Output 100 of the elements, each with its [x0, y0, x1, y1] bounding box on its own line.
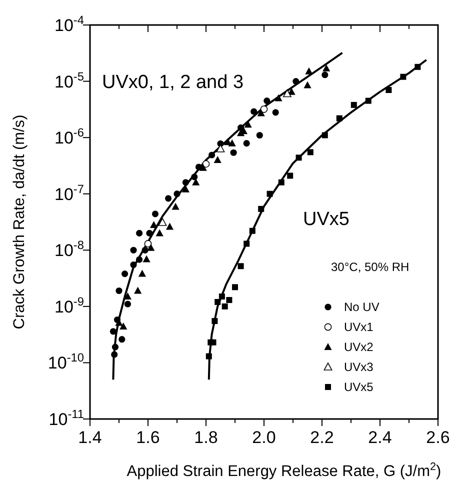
point: [110, 328, 116, 335]
point: [146, 230, 153, 236]
point: [266, 190, 273, 197]
point: [120, 322, 128, 330]
y-tick-label: 10$^{-9}$: [54, 294, 84, 316]
point: [191, 174, 198, 180]
point: [304, 81, 312, 88]
point: [124, 300, 131, 308]
point: [228, 139, 236, 146]
point: [243, 140, 250, 147]
point: [210, 339, 216, 346]
point: [244, 120, 252, 128]
point: [172, 202, 180, 210]
legend-label: UVx2: [344, 340, 374, 354]
point: [199, 164, 207, 171]
point: [116, 287, 122, 294]
point: [158, 218, 167, 226]
point: [230, 149, 237, 156]
point: [400, 74, 406, 80]
point: [174, 190, 180, 198]
point: [144, 240, 152, 248]
point: [296, 154, 302, 161]
x-tick-label: 1.8: [194, 428, 218, 447]
annotation: UVx5: [303, 209, 350, 230]
point: [122, 270, 128, 278]
point: [147, 244, 155, 251]
point: [250, 108, 258, 115]
x-tick-label: 2.2: [310, 428, 334, 447]
legend-label: UVx5: [344, 380, 374, 394]
point: [142, 255, 150, 262]
point: [258, 206, 264, 212]
x-tick-label: 2.6: [426, 428, 450, 447]
point: [218, 294, 225, 300]
point: [274, 94, 282, 102]
annotation: UVx0, 1, 2 and 3: [102, 72, 244, 93]
point: [214, 156, 222, 163]
legend-label: UVx3: [344, 360, 374, 374]
point: [287, 172, 294, 179]
point: [226, 297, 232, 304]
y-tick-label: 10$^{-7}$: [54, 182, 84, 204]
point: [414, 64, 421, 70]
point: [182, 185, 190, 192]
point: [136, 230, 143, 236]
point: [112, 344, 119, 350]
point: [212, 318, 218, 324]
point: [238, 263, 244, 270]
y-axis-title: Crack Growth Rate, da/dt (m/s): [11, 114, 28, 330]
point: [130, 246, 137, 254]
point: [260, 105, 268, 113]
point: [150, 220, 158, 228]
point: [305, 67, 313, 74]
point: [256, 132, 263, 139]
point: [264, 98, 270, 104]
legend-label: UVx1: [344, 320, 374, 334]
x-axis-title: Applied Strain Energy Release Rate, G (J/m$^{2}$): [126, 461, 442, 480]
point: [152, 210, 159, 218]
point: [118, 336, 126, 343]
y-tick-label: 10$^{-8}$: [54, 238, 84, 260]
point: [322, 72, 328, 78]
legend-label: No UV: [344, 300, 380, 314]
point: [322, 132, 328, 138]
point: [257, 109, 265, 116]
point: [214, 298, 221, 305]
y-tick-label: 10$^{-11}$: [48, 407, 84, 429]
point: [165, 195, 172, 202]
point: [386, 87, 392, 94]
point: [292, 78, 300, 85]
x-tick-label: 2.0: [252, 428, 276, 447]
point: [272, 109, 279, 116]
point: [350, 102, 357, 108]
x-tick-label: 2.4: [368, 428, 392, 447]
point: [249, 228, 256, 234]
point: [138, 270, 146, 277]
point: [202, 160, 210, 168]
y-tick-label: 10$^{-6}$: [54, 126, 84, 148]
point: [136, 256, 143, 263]
point: [336, 115, 342, 122]
y-tick-label: 10$^{-5}$: [54, 69, 84, 92]
x-tick-label: 1.4: [78, 428, 102, 447]
point: [307, 149, 314, 156]
point: [232, 284, 238, 290]
point: [156, 229, 164, 236]
point: [322, 64, 330, 72]
x-tick-label: 1.6: [136, 428, 160, 447]
point: [142, 246, 148, 254]
point: [208, 152, 216, 158]
annotation: 30°C, 50% RH: [331, 260, 410, 274]
point: [283, 89, 292, 98]
point: [111, 351, 118, 358]
point: [244, 240, 250, 247]
point: [134, 286, 142, 294]
y-tick-label: 10$^{-10}$: [48, 350, 84, 373]
point: [222, 303, 228, 310]
point: [365, 98, 372, 104]
point: [166, 222, 174, 230]
point: [278, 179, 284, 186]
y-tick-label: 10$^{-4}$: [54, 13, 84, 35]
point: [182, 179, 189, 186]
point: [130, 261, 137, 268]
point: [206, 353, 212, 360]
